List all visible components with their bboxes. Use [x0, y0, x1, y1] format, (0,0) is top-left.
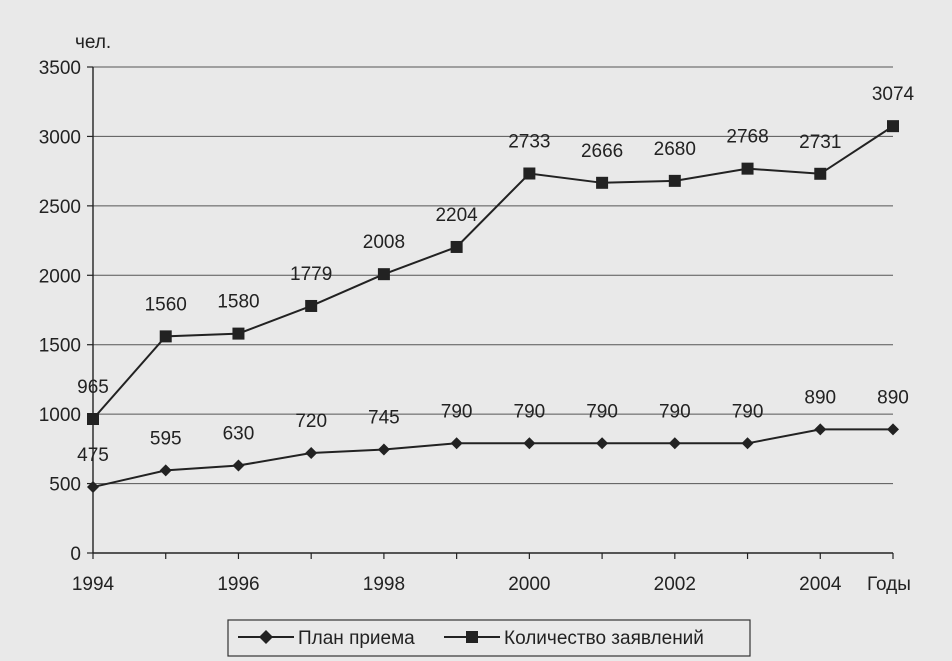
data-label: 890: [804, 387, 836, 408]
data-label: 790: [514, 401, 546, 422]
data-label: 2768: [726, 127, 768, 148]
data-label: 475: [77, 445, 109, 466]
data-label: 890: [877, 387, 909, 408]
point-square: [523, 167, 536, 180]
data-label: 1580: [217, 292, 259, 313]
data-label: 720: [295, 411, 327, 432]
point-square: [887, 120, 899, 133]
point-diamond: [596, 437, 609, 450]
point-diamond: [305, 447, 318, 460]
point-square: [305, 299, 318, 312]
point-square: [377, 268, 390, 281]
data-label: 595: [150, 428, 182, 449]
data-label: 790: [586, 401, 618, 422]
y-tick-label: 1000: [39, 405, 81, 426]
data-label: 965: [77, 377, 109, 398]
legend-label-plan: План приема: [298, 628, 415, 649]
y-tick-labels: 0 500 1000 1500 2000 2500 3000 3500: [39, 58, 81, 565]
point-square: [159, 330, 172, 343]
data-label: 2204: [435, 205, 478, 226]
y-tick-label: 1500: [39, 336, 81, 357]
data-label: 790: [732, 401, 764, 422]
point-diamond: [377, 443, 390, 456]
point-square: [87, 413, 99, 426]
point-square: [232, 327, 245, 340]
series-line-plan: [92, 428, 893, 489]
point-diamond: [887, 423, 899, 436]
legend: План приема Количество заявлений: [227, 619, 751, 657]
data-labels: 475 595 630 720 745 790 790 790 790 790 890 890 965 1…: [77, 84, 914, 466]
legend-box: [227, 619, 751, 657]
x-axis-label: Годы: [867, 574, 911, 595]
point-diamond: [741, 437, 754, 450]
series: [87, 120, 899, 494]
data-label: 790: [441, 401, 473, 422]
data-label: 1560: [145, 294, 187, 315]
legend-marker-diamond: [259, 630, 273, 644]
x-tick-label: 1998: [363, 574, 405, 595]
data-label: 630: [223, 424, 255, 445]
point-diamond: [523, 437, 536, 450]
x-tick-label: 2002: [654, 574, 696, 595]
data-label: 2666: [581, 141, 623, 162]
point-square: [814, 167, 827, 180]
gridlines: [93, 66, 893, 485]
point-diamond: [232, 459, 245, 472]
y-tick-label: 2500: [39, 197, 81, 218]
x-tick-label: 1994: [72, 574, 115, 595]
point-square: [596, 176, 609, 189]
x-tick-labels: 1994 1996 1998 2000 2002 2004: [72, 574, 842, 595]
x-tick-label: 2004: [799, 574, 842, 595]
point-diamond: [450, 437, 463, 450]
data-label: 3074: [872, 84, 915, 105]
point-diamond: [668, 437, 681, 450]
point-diamond: [159, 464, 172, 477]
point-square: [450, 240, 463, 253]
y-tick-label: 0: [70, 544, 81, 565]
y-tick-label: 500: [49, 475, 81, 496]
data-label: 1779: [290, 264, 332, 285]
data-label: 2733: [508, 132, 550, 153]
point-diamond: [814, 423, 827, 436]
legend-marker-square: [466, 631, 478, 643]
legend-label-applications: Количество заявлений: [504, 628, 704, 649]
data-label: 2008: [363, 232, 405, 253]
point-square: [668, 174, 681, 187]
y-axis-label: чел.: [75, 32, 111, 53]
point-square: [741, 162, 754, 175]
data-label: 2731: [799, 132, 841, 153]
axes: [87, 66, 894, 559]
y-tick-label: 3500: [39, 58, 81, 79]
y-tick-label: 2000: [39, 266, 81, 287]
data-label: 2680: [654, 139, 696, 160]
series-line-applications: [92, 125, 894, 420]
y-tick-label: 3000: [39, 127, 81, 148]
data-label: 790: [659, 401, 691, 422]
x-tick-label: 1996: [217, 574, 259, 595]
data-label: 745: [368, 408, 400, 429]
x-tick-label: 2000: [508, 574, 550, 595]
point-diamond: [87, 481, 99, 494]
